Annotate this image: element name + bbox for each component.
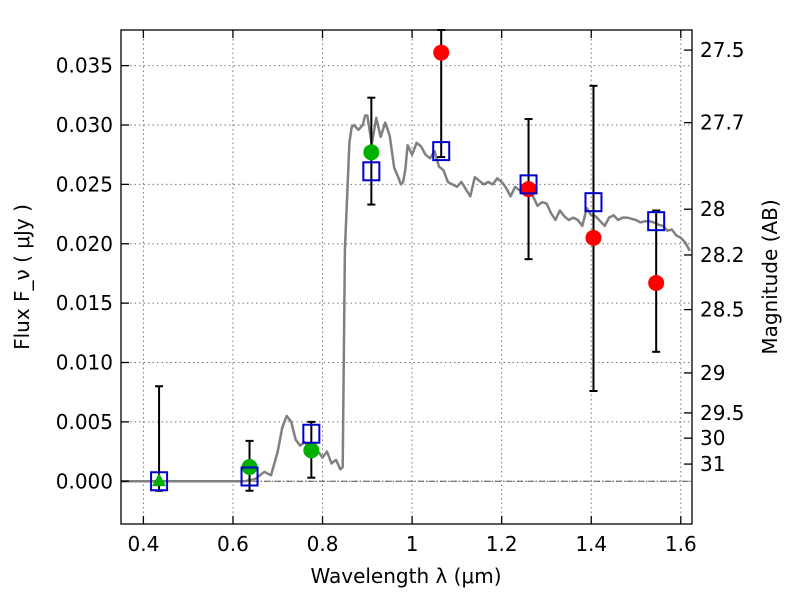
x-tick-label: 0.4 <box>127 532 159 556</box>
plot-frame <box>120 29 693 525</box>
model-flux-square <box>432 141 451 162</box>
model-flux-square <box>302 423 321 444</box>
axis-ticks: 0.4 0.6 0.8 1 1.2 1.4 1.6 0.000 0.005 0.010 0.015 0… <box>56 30 745 556</box>
y-tick-label: 0.010 <box>56 351 113 375</box>
magnitude-tick-label: 29 <box>700 361 725 385</box>
x-tick-label: 0.6 <box>217 532 249 556</box>
error-bars <box>155 29 661 492</box>
red-data-point <box>648 274 665 291</box>
magnitude-tick-label: 27.5 <box>700 38 745 62</box>
x-tick-label: 1.6 <box>665 532 697 556</box>
model-flux-square <box>584 192 603 213</box>
green-data-point <box>303 442 320 459</box>
x-tick-label: 1.2 <box>486 532 518 556</box>
x-tick-label: 1.4 <box>575 532 607 556</box>
model-flux-squares <box>150 141 666 492</box>
magnitude-tick-label: 31 <box>700 452 725 476</box>
red-data-point <box>520 181 537 198</box>
x-tick-label: 1 <box>406 532 419 556</box>
data-points <box>152 44 665 487</box>
y-axis-label: Flux F_ν ( μJy ) <box>10 204 34 350</box>
red-data-point <box>433 44 450 61</box>
magnitude-tick-label: 28.2 <box>700 243 745 267</box>
model-flux-square <box>362 161 381 182</box>
model-flux-square <box>647 211 666 232</box>
model-flux-square <box>519 174 538 195</box>
y-tick-label: 0.005 <box>56 410 113 434</box>
y-tick-label: 0.020 <box>56 232 113 256</box>
model-sed-line <box>121 114 691 483</box>
model-flux-square <box>240 466 259 487</box>
y-tick-label: 0.015 <box>56 291 113 315</box>
magnitude-tick-label: 29.5 <box>700 401 745 425</box>
y-tick-label: 0.025 <box>56 172 113 196</box>
y-axis-label-right: Magnitude (AB) <box>758 199 782 354</box>
y-tick-label: 0.030 <box>56 113 113 137</box>
magnitude-tick-label: 27.7 <box>700 111 745 135</box>
model-flux-square <box>150 471 169 492</box>
y-tick-label: 0.000 <box>56 469 113 493</box>
magnitude-tick-label: 28 <box>700 197 725 221</box>
model-sed-path <box>121 114 691 483</box>
green-upper-limit-triangle <box>152 473 167 487</box>
y-tick-label: 0.035 <box>56 54 113 78</box>
magnitude-tick-label: 30 <box>700 426 725 450</box>
magnitude-tick-label: 28.5 <box>700 298 745 322</box>
green-data-point <box>363 144 380 161</box>
x-tick-label: 0.8 <box>307 532 339 556</box>
grid <box>121 30 692 524</box>
x-axis-label: Wavelength λ (μm) <box>310 564 501 588</box>
red-data-point <box>585 229 602 246</box>
